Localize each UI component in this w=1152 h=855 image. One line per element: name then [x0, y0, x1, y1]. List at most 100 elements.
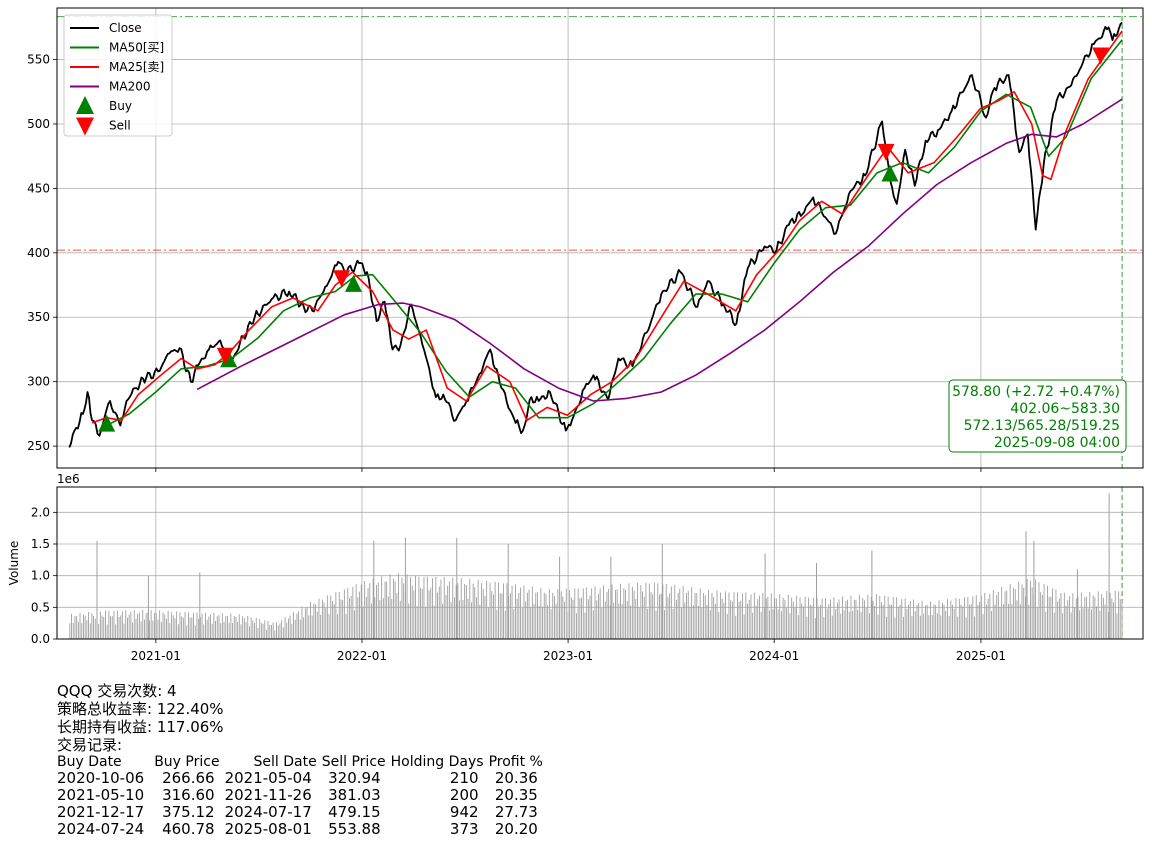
- volume-bar: [208, 616, 210, 639]
- volume-bar: [184, 612, 186, 639]
- volume-bar: [271, 624, 272, 639]
- volume-bar: [811, 605, 813, 639]
- volume-bar: [603, 585, 604, 639]
- volume-bar: [842, 596, 843, 639]
- volume-bar: [398, 573, 399, 639]
- volume-bar: [718, 612, 720, 639]
- volume-bar: [179, 612, 181, 639]
- volume-bar: [587, 599, 589, 639]
- volume-bar: [249, 626, 250, 639]
- volume-bar: [728, 592, 730, 639]
- volume-bar: [919, 615, 921, 639]
- volume-bar: [387, 596, 389, 639]
- volume-bar: [748, 599, 750, 639]
- volume-bar: [599, 588, 601, 639]
- volume-bar: [711, 592, 713, 639]
- volume-bar: [354, 610, 355, 639]
- volume-bar: [887, 596, 889, 639]
- volume-bar: [162, 612, 164, 639]
- trade-cell: 479.15: [328, 803, 381, 821]
- price-info-box: 578.80 (+2.72 +0.47%)402.06~583.30572.13…: [948, 379, 1127, 453]
- volume-bar: [98, 623, 100, 639]
- volume-bar: [406, 574, 408, 639]
- volume-bar: [816, 597, 818, 639]
- volume-bar: [257, 628, 259, 639]
- volume-bar: [81, 623, 83, 639]
- volume-bar: [845, 601, 847, 639]
- volume-bar: [393, 578, 394, 639]
- volume-bar: [304, 608, 306, 639]
- volume-bar: [498, 582, 499, 639]
- volume-bar: [875, 594, 877, 639]
- volume-bar: [481, 583, 482, 639]
- volume-bar: [394, 581, 396, 639]
- volume-bar: [381, 576, 383, 639]
- volume-bar: [487, 607, 489, 639]
- volume-bar: [696, 593, 698, 639]
- volume-bar: [411, 585, 413, 639]
- volume-bar: [918, 602, 920, 639]
- volume-bar: [421, 588, 423, 639]
- volume-bar: [576, 613, 577, 639]
- volume-bar: [518, 592, 520, 639]
- volume-bar: [698, 605, 699, 639]
- volume-bar: [1052, 588, 1053, 639]
- volume-bar: [144, 619, 145, 639]
- volume-bar: [774, 598, 776, 639]
- volume-bar: [408, 603, 410, 639]
- volume-bar: [843, 610, 845, 639]
- volume-bar: [1082, 608, 1084, 639]
- volume-bar: [896, 597, 898, 639]
- volume-bar: [266, 629, 267, 639]
- trade-cell: 20.36: [494, 769, 538, 787]
- volume-bar: [609, 605, 611, 639]
- volume-bar: [601, 608, 603, 639]
- volume-bar: [169, 623, 171, 639]
- volume-bar: [972, 596, 974, 639]
- volume-bar: [504, 610, 506, 639]
- volume-bar: [903, 616, 904, 639]
- trade-row: 2021-05-10 316.60 2021-11-26 381.03 200 20.35: [57, 787, 548, 804]
- volume-bar: [196, 612, 198, 639]
- volume-bar: [840, 613, 842, 639]
- volume-bar: [189, 617, 191, 639]
- x-tick-label: 2022-01: [337, 649, 387, 663]
- volume-bar: [1002, 604, 1004, 639]
- volume-bar: [260, 622, 262, 639]
- volume-bar: [930, 601, 931, 639]
- volume-bar: [430, 587, 432, 639]
- trade-records-table: Buy Date Buy Price Sell Date Sell Price Hold…: [57, 754, 548, 838]
- volume-bar: [1018, 581, 1020, 639]
- volume-bar: [916, 605, 918, 639]
- volume-bar: [731, 601, 733, 639]
- trade-table-column-5: Profit %: [488, 754, 543, 770]
- volume-bar: [159, 610, 161, 639]
- volume-bar: [904, 598, 906, 639]
- volume-bar: [1028, 604, 1030, 639]
- volume-bar: [804, 596, 806, 639]
- volume-y-tick-label: 1.0: [31, 569, 50, 583]
- volume-bar: [318, 598, 320, 639]
- volume-bar: [452, 577, 454, 639]
- volume-bar: [784, 599, 786, 639]
- volume-bar: [938, 600, 940, 639]
- sell-marker: [333, 270, 351, 288]
- volume-bar: [701, 607, 703, 639]
- volume-bar: [135, 618, 137, 639]
- volume-bar: [145, 613, 147, 639]
- volume-bar: [132, 622, 133, 639]
- trade-cell: 2021-12-17: [57, 803, 145, 821]
- volume-bar: [166, 618, 167, 639]
- volume-spike-bar: [871, 550, 873, 639]
- volume-y-tick-label: 0.0: [31, 632, 50, 646]
- volume-bar: [140, 621, 142, 639]
- volume-bar: [796, 595, 798, 639]
- volume-bar: [1045, 611, 1047, 639]
- trade-cell: 20.35: [494, 786, 538, 804]
- volume-bar: [818, 606, 820, 639]
- volume-bar: [349, 598, 350, 639]
- volume-bar: [1025, 596, 1026, 639]
- volume-bar: [469, 578, 471, 639]
- sell-marker: [877, 143, 895, 161]
- volume-bar: [440, 579, 442, 639]
